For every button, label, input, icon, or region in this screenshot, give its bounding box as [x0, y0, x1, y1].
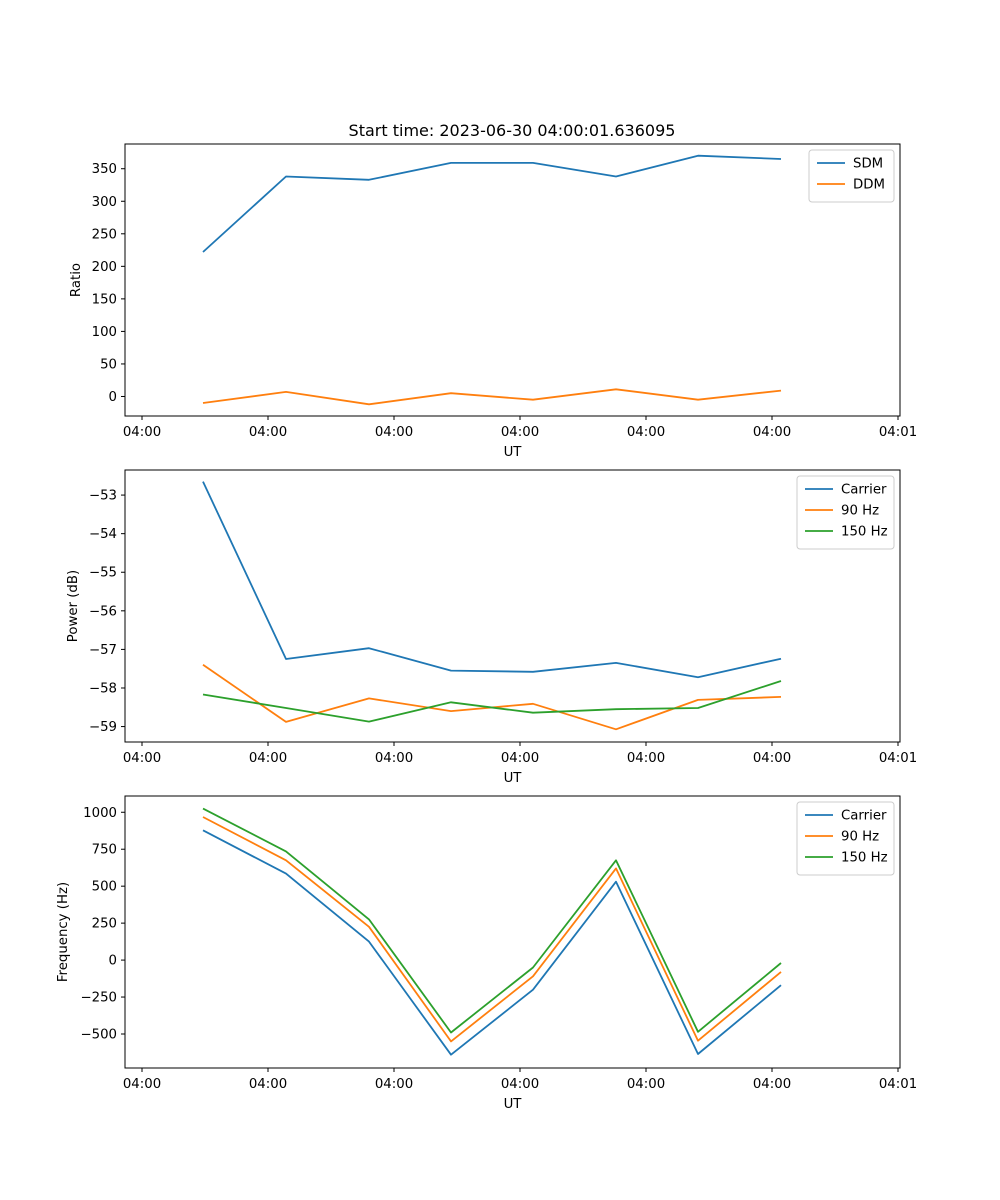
legend-label: Carrier: [841, 483, 887, 498]
x-axis-label: UT: [504, 445, 523, 460]
axes-frame: [124, 143, 901, 417]
legend-label: Carrier: [841, 809, 887, 824]
series-line-sdm: [202, 154, 782, 253]
y-tick-label: 350: [92, 162, 117, 177]
x-tick-label: 04:00: [249, 1077, 287, 1092]
x-tick-label: 04:00: [627, 751, 665, 766]
legend-label: 90 Hz: [841, 830, 879, 845]
y-axis-label: Power (dB): [66, 570, 81, 642]
x-tick-label: 04:00: [123, 751, 161, 766]
legend: SDM DDM: [808, 149, 895, 203]
x-tick-label: 04:01: [879, 751, 917, 766]
legend-label: 150 Hz: [841, 851, 888, 866]
legend: Carrier 90 Hz 150 Hz: [796, 801, 895, 876]
y-axis-label: Ratio: [69, 263, 84, 297]
x-tick-label: 04:00: [375, 1077, 413, 1092]
y-tick-label: 500: [92, 880, 117, 895]
x-tick-label: 04:00: [375, 425, 413, 440]
x-tick-label: 04:00: [123, 1077, 161, 1092]
x-axis-label: UT: [504, 1097, 523, 1112]
y-tick-label: 250: [92, 917, 117, 932]
y-tick-label: 300: [92, 195, 117, 210]
x-tick-label: 04:00: [375, 751, 413, 766]
y-tick-label: −53: [89, 489, 117, 504]
x-tick-label: 04:00: [501, 751, 539, 766]
chart-title: Start time: 2023-06-30 04:00:01.636095: [349, 121, 676, 140]
y-axis-label: Frequency (Hz): [56, 882, 71, 982]
axes-frame: [124, 469, 901, 743]
series-line-90-hz: [202, 816, 782, 1043]
x-tick-label: 04:01: [879, 1077, 917, 1092]
panel-2: 04:00 04:00 04:00 04:00 04:00 04:00 04:01 −59 −5…: [66, 469, 917, 786]
legend: Carrier 90 Hz 150 Hz: [796, 475, 895, 550]
series-line-carrier: [202, 829, 782, 1056]
series-line-carrier: [202, 481, 782, 679]
y-tick-label: 750: [92, 843, 117, 858]
y-tick-label: −250: [80, 991, 117, 1006]
legend-label: SDM: [853, 157, 883, 172]
series-line-150-hz: [202, 807, 782, 1034]
x-tick-label: 04:00: [627, 1077, 665, 1092]
y-tick-label: −55: [89, 566, 117, 581]
panel-1: 04:00 04:00 04:00 04:00 04:00 04:00 04:01 0 50 10…: [69, 143, 917, 460]
x-tick-label: 04:00: [753, 425, 791, 440]
y-tick-label: −54: [89, 527, 117, 542]
y-tick-label: 150: [92, 292, 117, 307]
x-tick-label: 04:00: [249, 425, 287, 440]
panel-3: 04:00 04:00 04:00 04:00 04:00 04:00 04:01 −500 −…: [56, 795, 917, 1112]
y-tick-label: 0: [109, 954, 117, 969]
legend-label: 150 Hz: [841, 525, 888, 540]
x-tick-label: 04:00: [501, 425, 539, 440]
y-tick-label: −500: [80, 1028, 117, 1043]
x-tick-label: 04:00: [123, 425, 161, 440]
y-tick-label: −56: [89, 604, 117, 619]
series-line-ddm: [202, 388, 782, 406]
panels: 04:00 04:00 04:00 04:00 04:00 04:00 04:01 0 50 10…: [56, 143, 917, 1112]
x-axis-label: UT: [504, 771, 523, 786]
legend-label: DDM: [853, 178, 885, 193]
y-tick-label: −58: [89, 681, 117, 696]
y-tick-label: 200: [92, 260, 117, 275]
x-tick-label: 04:00: [627, 425, 665, 440]
y-tick-label: 1000: [83, 806, 117, 821]
y-tick-label: −57: [89, 643, 117, 658]
x-tick-label: 04:00: [249, 751, 287, 766]
x-tick-label: 04:01: [879, 425, 917, 440]
y-tick-label: 50: [100, 357, 117, 372]
axes-frame: [124, 795, 901, 1069]
x-tick-label: 04:00: [753, 751, 791, 766]
x-tick-label: 04:00: [753, 1077, 791, 1092]
legend-label: 90 Hz: [841, 504, 879, 519]
y-tick-label: −59: [89, 720, 117, 735]
y-tick-label: 250: [92, 227, 117, 242]
y-tick-label: 0: [109, 390, 117, 405]
x-tick-label: 04:00: [501, 1077, 539, 1092]
series-line-150-hz: [202, 680, 782, 723]
y-tick-label: 100: [92, 325, 117, 340]
